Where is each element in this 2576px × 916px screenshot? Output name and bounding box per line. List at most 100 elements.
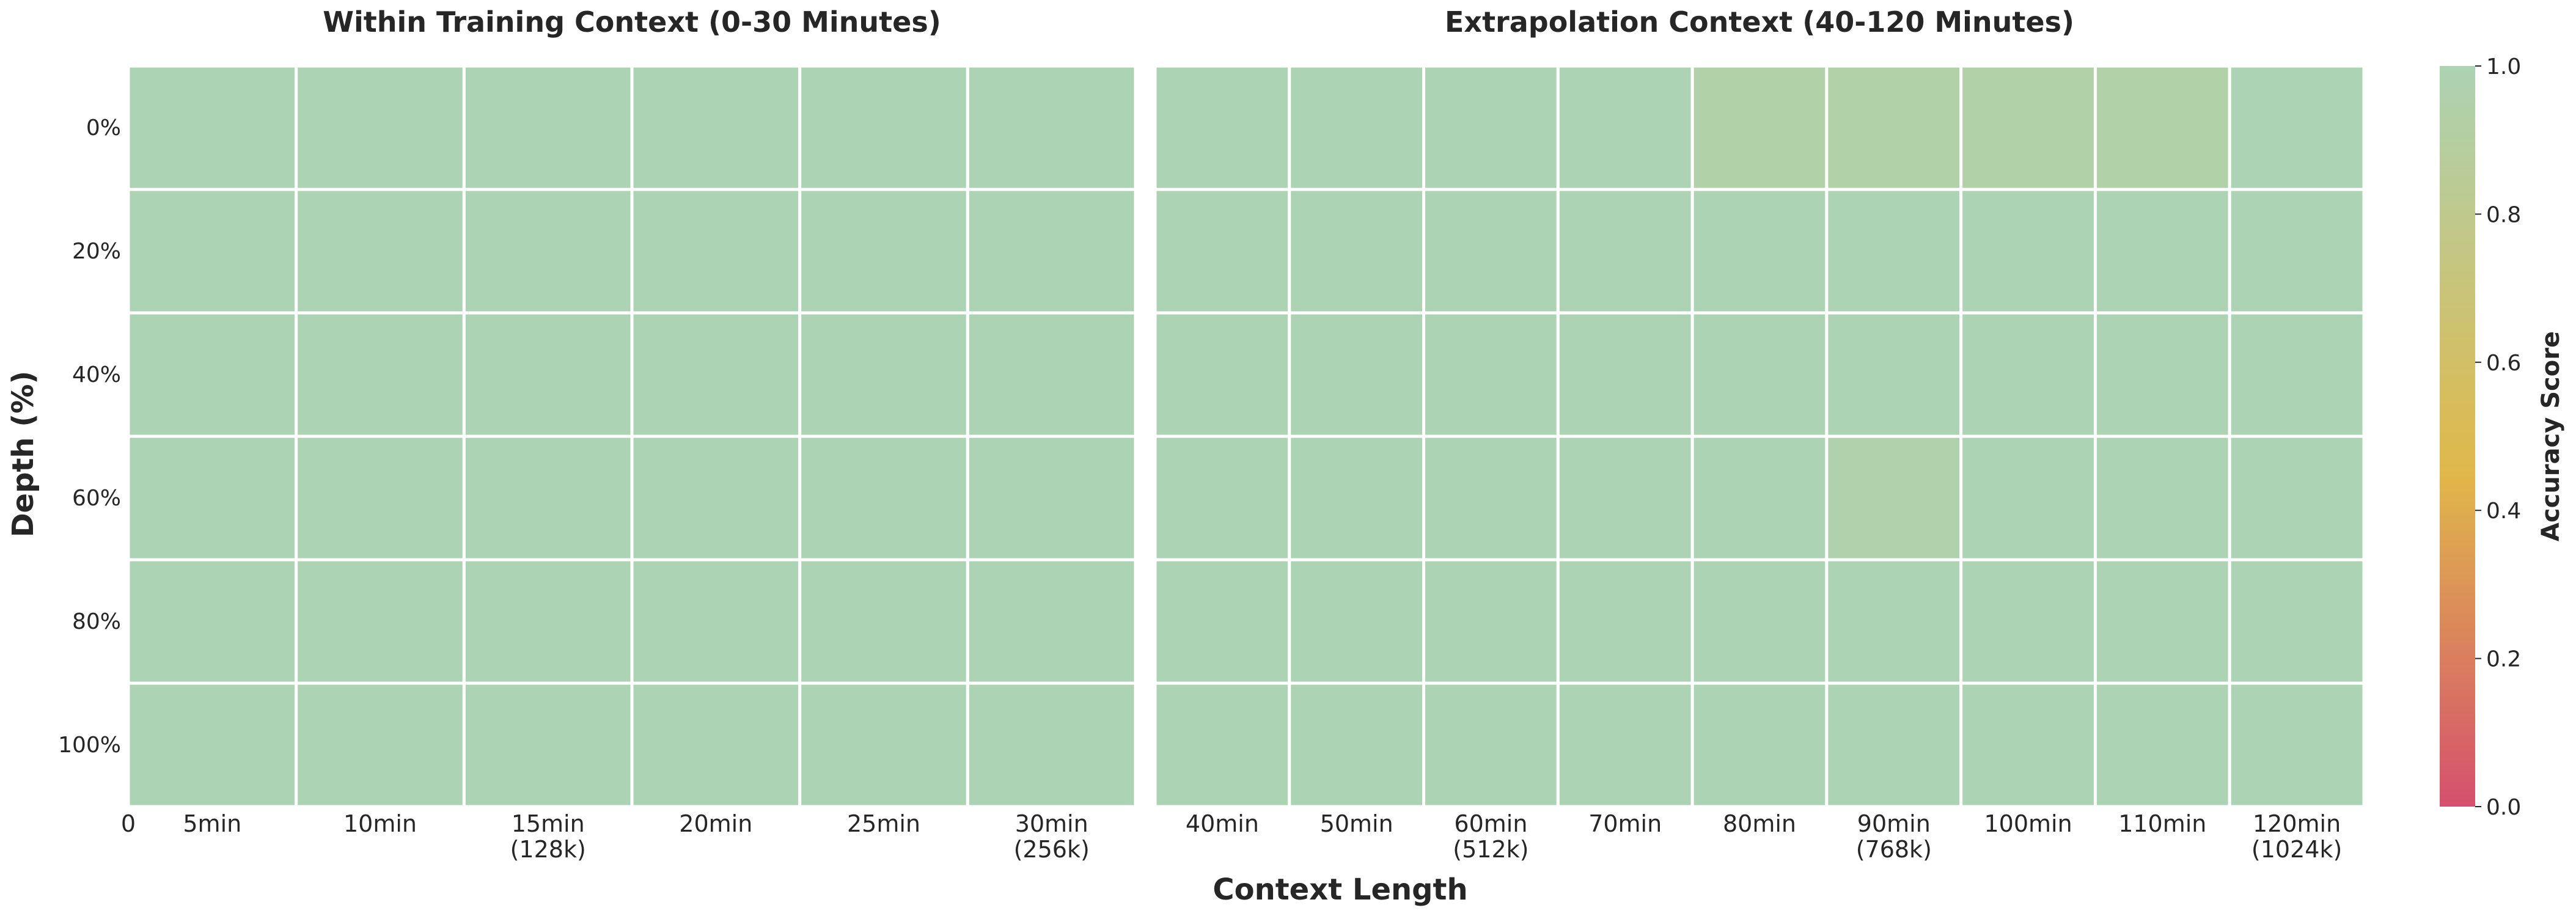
- heatmap-cell: [1288, 434, 1426, 562]
- heatmap-cell: [2093, 311, 2231, 438]
- x-tick-label: 40min: [1186, 810, 1259, 837]
- y-tick-label: 40%: [72, 362, 121, 387]
- heatmap-cell: [1153, 64, 1291, 191]
- heatmap-cell: [630, 681, 802, 808]
- heatmap-cell: [1556, 64, 1694, 191]
- heatmap-panels: Within Training Context (0-30 Minutes) 5m…: [127, 5, 2366, 863]
- heatmap-cell: [462, 434, 634, 562]
- heatmap-cell: [1556, 681, 1694, 808]
- heatmap-cell: [1556, 558, 1694, 685]
- heatmap-cell: [1153, 311, 1291, 438]
- heatmap-cell: [1288, 188, 1426, 315]
- heatmap-cell: [2228, 434, 2366, 562]
- y-axis-ticks: 0% 20% 40% 60% 80% 100%: [58, 115, 121, 758]
- heatmap-cell: [295, 681, 466, 808]
- heatmap-cell: [1422, 681, 1560, 808]
- heatmap-cell: [295, 188, 466, 315]
- heatmap-cell: [2228, 311, 2366, 438]
- heatmap-cell: [462, 558, 634, 685]
- heatmap-panel-1: Within Training Context (0-30 Minutes) 5m…: [127, 5, 1137, 863]
- heatmap-cell: [2228, 558, 2366, 685]
- heatmap-cell: [1825, 558, 1963, 685]
- heatmap-cell: [295, 434, 466, 562]
- heatmap-cell: [798, 188, 969, 315]
- heatmap-cell: [1153, 681, 1291, 808]
- heatmap-cell: [630, 311, 802, 438]
- heatmap-cell: [2093, 188, 2231, 315]
- heatmap-cell: [1959, 311, 2097, 438]
- heatmap-cell: [1153, 188, 1291, 315]
- heatmap-cell: [630, 434, 802, 562]
- x-tick-label: (1024k): [2251, 836, 2342, 863]
- heatmap-cell: [1153, 434, 1291, 562]
- colorbar-tick-label: 1.0: [2486, 54, 2521, 79]
- x-tick-label: 70min: [1588, 810, 1662, 837]
- heatmap-cell: [127, 434, 298, 562]
- x-tick-label: 110min: [2118, 810, 2206, 837]
- colorbar-gradient: [2440, 66, 2475, 807]
- heatmap-cell: [127, 558, 298, 685]
- heatmap-cell: [1556, 188, 1694, 315]
- heatmap-cell: [1422, 64, 1560, 191]
- heatmap-cell: [1422, 311, 1560, 438]
- heatmap-cell: [966, 558, 1137, 685]
- heatmap-cell: [630, 558, 802, 685]
- colorbar: 0.0 0.2 0.4 0.6 0.8 1.0 Accuracy Score: [2440, 54, 2565, 820]
- x-tick-label: 60min: [1454, 810, 1527, 837]
- heatmap-cell: [1690, 681, 1829, 808]
- heatmap-cell: [798, 64, 969, 191]
- heatmap-cell: [1422, 558, 1560, 685]
- heatmap-cell: [1556, 311, 1694, 438]
- heatmap-cell: [630, 64, 802, 191]
- heatmap-cell: [630, 188, 802, 315]
- colorbar-tick-label: 0.6: [2486, 351, 2521, 376]
- heatmap-cell: [966, 434, 1137, 562]
- heatmap-cell: [1825, 311, 1963, 438]
- x-tick-label: (256k): [1014, 836, 1090, 863]
- colorbar-ticks: 0.0 0.2 0.4 0.6 0.8 1.0: [2475, 54, 2521, 820]
- heatmap-cell: [798, 311, 969, 438]
- x-tick-label: 25min: [847, 810, 920, 837]
- colorbar-tick-label: 0.2: [2486, 647, 2521, 672]
- heatmap-cell: [1959, 188, 2097, 315]
- colorbar-tick-label: 0.4: [2486, 499, 2521, 524]
- heatmap-cell: [295, 558, 466, 685]
- heatmap-cell: [1690, 188, 1829, 315]
- heatmap-cell: [1959, 681, 2097, 808]
- heatmap-cell: [798, 681, 969, 808]
- heatmap-cell: [966, 311, 1137, 438]
- x-tick-label: 90min: [1857, 810, 1931, 837]
- y-tick-label: 100%: [58, 733, 121, 758]
- x-tick-label: 5min: [183, 810, 241, 837]
- heatmap-cell: [798, 434, 969, 562]
- heatmap-cell: [966, 188, 1137, 315]
- x-tick-label: 120min: [2253, 810, 2341, 837]
- y-tick-label: 20%: [72, 239, 121, 264]
- heatmap-cell: [1422, 434, 1560, 562]
- x-tick-label: 50min: [1320, 810, 1393, 837]
- heatmap-cell: [1288, 64, 1426, 191]
- heatmap-cell: [2093, 64, 2231, 191]
- heatmap-cell: [1825, 434, 1963, 562]
- x-tick-label: (512k): [1453, 836, 1528, 863]
- x-origin-tick: 0: [121, 810, 136, 837]
- heatmap-cell: [1690, 434, 1829, 562]
- heatmap-cell: [462, 64, 634, 191]
- heatmap-cell: [1690, 311, 1829, 438]
- heatmap-cell: [1153, 558, 1291, 685]
- heatmap-cell: [966, 681, 1137, 808]
- x-tick-label: 30min: [1015, 810, 1088, 837]
- heatmap-cell: [1959, 434, 2097, 562]
- heatmap-cell: [1288, 558, 1426, 685]
- heatmap-cell: [1959, 64, 2097, 191]
- colorbar-tick-label: 0.8: [2486, 202, 2521, 227]
- heatmap-cell: [2093, 558, 2231, 685]
- heatmap-cell: [798, 558, 969, 685]
- x-tick-label: 15min: [512, 810, 585, 837]
- x-tick-label: 20min: [679, 810, 752, 837]
- heatmap-cell: [1288, 311, 1426, 438]
- heatmap-cell: [2228, 188, 2366, 315]
- heatmap-cell: [2228, 64, 2366, 191]
- x-tick-label: 10min: [343, 810, 417, 837]
